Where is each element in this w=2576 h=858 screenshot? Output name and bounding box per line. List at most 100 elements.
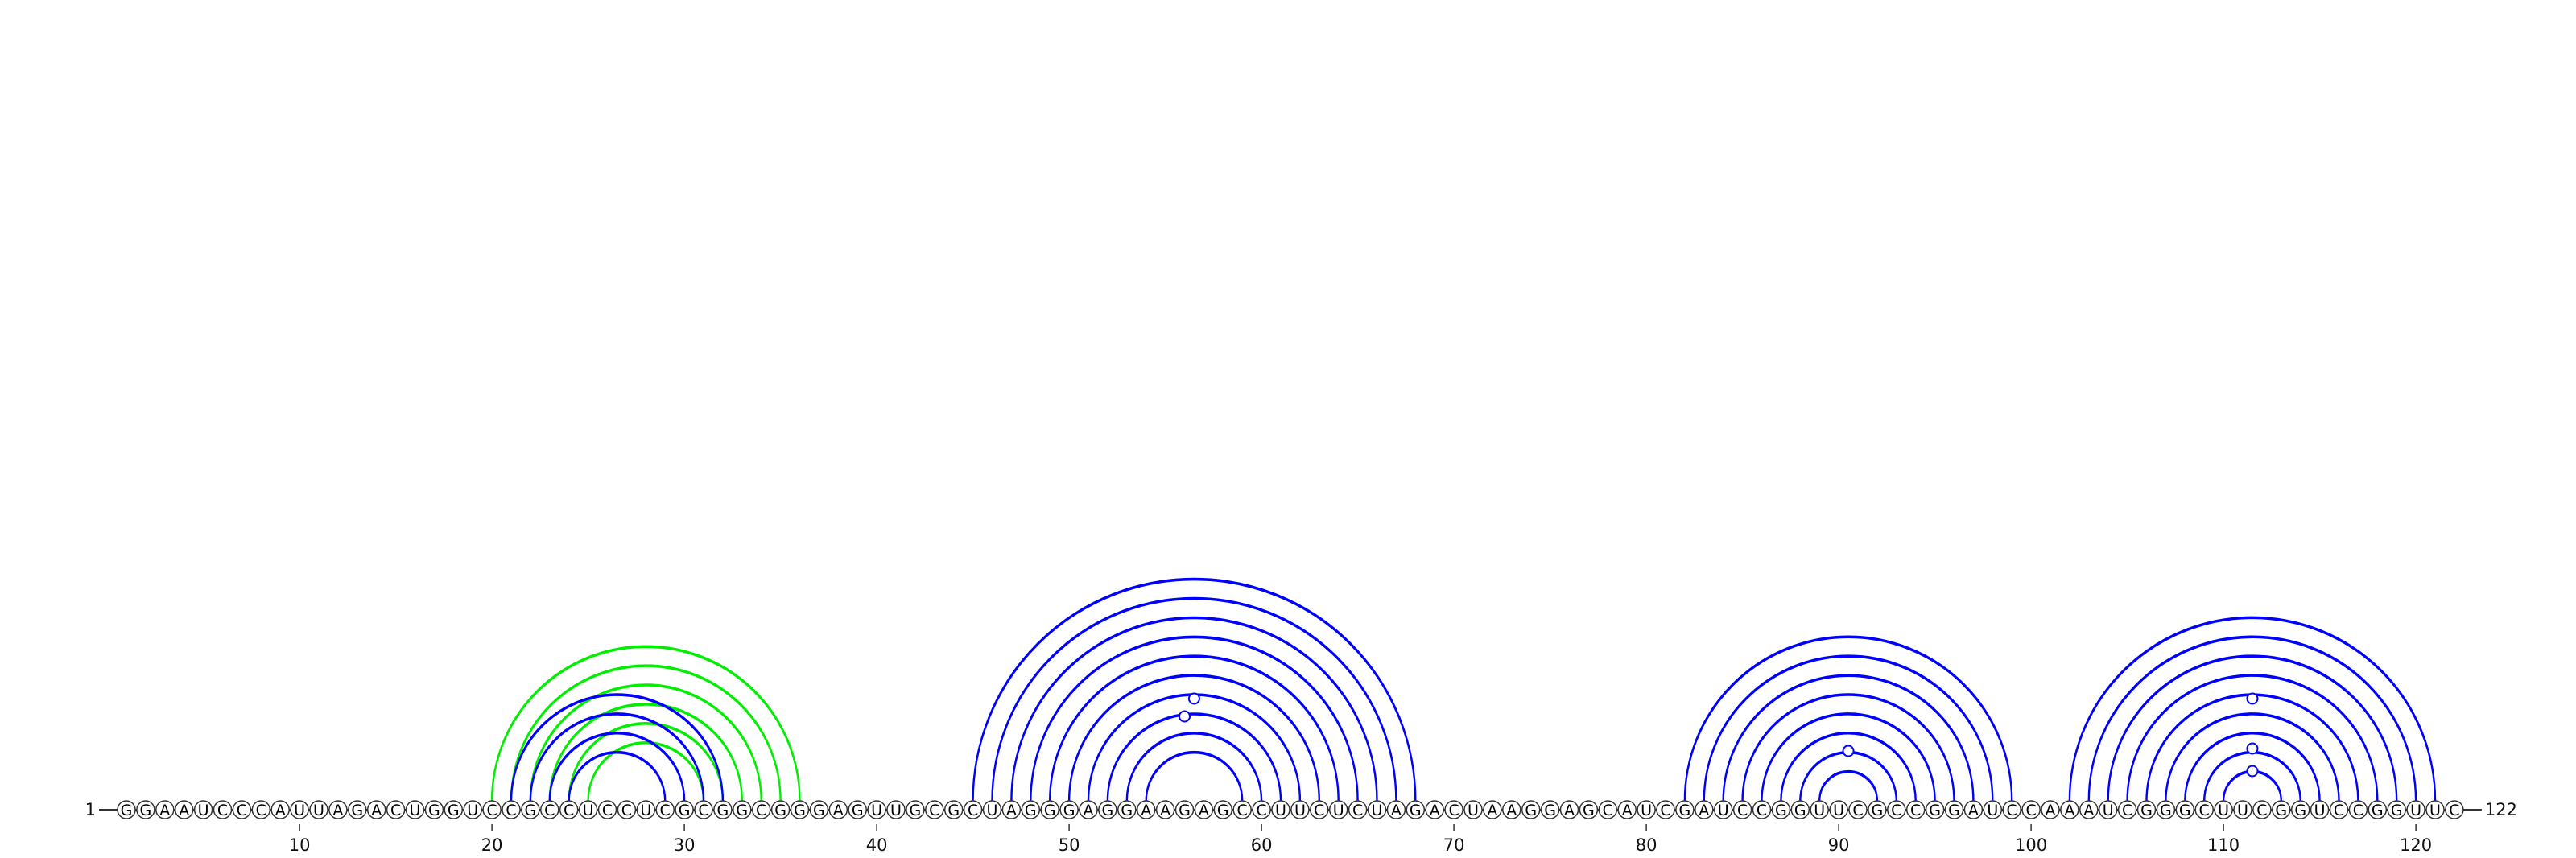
nucleotide-circle (1925, 800, 1945, 819)
alternate-pair-arc (491, 645, 801, 799)
nucleotide-circle (2021, 800, 2041, 819)
nucleotide-circle (2310, 800, 2330, 819)
base-pair-arc (510, 693, 724, 799)
nucleotide-circle (1483, 800, 1502, 819)
nucleotide: U (2310, 800, 2330, 819)
alternate-pair-arc (530, 683, 762, 799)
base-pair-arc (991, 597, 1397, 802)
nucleotide-letter: C (2025, 802, 2036, 819)
base-pair-arc (1010, 617, 1378, 802)
nucleotide: G (906, 800, 925, 819)
nucleotide-circle (906, 800, 925, 819)
nucleotide-circle (1617, 800, 1637, 819)
nucleotide-letter: U (2429, 802, 2441, 819)
nucleotide: U (1637, 800, 1656, 819)
nucleotide: A (1425, 800, 1444, 819)
nucleotide-letter: C (2353, 802, 2363, 819)
nucleotide: C (540, 800, 559, 819)
nucleotide-letter: G (813, 802, 825, 819)
nucleotide-circle (1732, 800, 1752, 819)
base-pair-arc (1145, 750, 1243, 799)
nucleotide: A (174, 800, 194, 819)
nucleotide-circle (2175, 800, 2195, 819)
base-pair-arc (1761, 713, 1936, 802)
nucleotide-circle (1502, 800, 1521, 819)
nucleotide: U (290, 800, 309, 819)
tick-label: 20 (481, 835, 503, 855)
nucleotide-circle (559, 800, 579, 819)
nucleotide-letter: G (525, 802, 537, 819)
nucleotide-circle (713, 800, 733, 819)
nucleotide-letter: C (2007, 802, 2017, 819)
base-pair-arc (972, 579, 1417, 802)
nucleotide-circle (2233, 800, 2252, 819)
nucleotide-circle (1637, 800, 1656, 819)
base-pair-arc (1684, 635, 2013, 799)
nucleotide-letter: G (1410, 802, 1422, 819)
nucleotide-circle (1848, 800, 1868, 819)
nucleotide-letter: G (947, 802, 960, 819)
nucleotide-circle (675, 800, 694, 819)
tick-label: 120 (2400, 835, 2432, 855)
base-pair-arc (568, 750, 666, 799)
nucleotide-letter: C (1737, 802, 1748, 819)
base-pair-arc (1030, 636, 1359, 802)
alternate-pair-arc (490, 646, 801, 802)
nucleotide: G (2175, 800, 2195, 819)
nucleotide: C (694, 800, 713, 819)
nucleotide-circle (2272, 800, 2291, 819)
nucleotide: G (713, 800, 733, 819)
nucleotide: A (1963, 800, 1984, 819)
nucleotide-circle (1829, 800, 1848, 819)
nucleotide-letter: G (2391, 802, 2403, 819)
base-pair-arc (510, 694, 724, 802)
base-pair-arc (1703, 655, 1994, 802)
nucleotide-circle (1117, 800, 1137, 819)
base-pair-arc (530, 712, 704, 799)
nucleotide: C (232, 800, 252, 819)
base-pair-arc (2126, 674, 2379, 799)
nucleotide-circle (2117, 800, 2137, 819)
base-pair-arc (991, 596, 1397, 799)
nucleotide-letter: A (1430, 802, 1440, 819)
nucleotide-letter: G (1929, 802, 1941, 819)
nucleotide-circle (2060, 800, 2079, 819)
nucleotide: A (1194, 800, 1214, 819)
nucleotide: G (424, 800, 444, 819)
nucleotide-circle (1810, 800, 1829, 819)
nucleotide: U (2098, 800, 2118, 819)
nucleotide-circle (982, 800, 1002, 819)
nucleotide: A (1155, 800, 1175, 819)
nucleotide-circle (1232, 800, 1252, 819)
nucleotide: C (1252, 800, 1271, 819)
nucleotide-letter: C (2449, 802, 2459, 819)
nucleotide-letter: A (2083, 802, 2094, 819)
nucleotide-letter: C (1757, 802, 1767, 819)
nucleotide-circle (2425, 800, 2445, 819)
nucleotide-letter: A (371, 802, 382, 819)
nucleotide-letter: A (275, 802, 286, 819)
nucleotide-letter: U (2103, 802, 2114, 819)
nucleotide: G (2156, 800, 2176, 819)
nucleotide: G (444, 800, 464, 819)
base-pair-arc (549, 732, 685, 799)
nucleotide: U (1328, 800, 1348, 819)
nucleotide: A (366, 800, 386, 819)
nucleotide-letter: A (1141, 802, 1151, 819)
nucleotide: G (2290, 800, 2310, 819)
nucleotide-letter: C (1891, 802, 1901, 819)
nucleotide-circle (1271, 800, 1290, 819)
loop-marker (2246, 692, 2259, 705)
nucleotide: C (2252, 800, 2272, 819)
nucleotide-circle (2406, 800, 2425, 819)
nucleotide: G (1098, 800, 1117, 819)
nucleotide-circle (136, 800, 155, 819)
nucleotide-letter: G (1583, 802, 1595, 819)
nucleotide: C (213, 800, 233, 819)
nucleotide: A (1386, 800, 1406, 819)
nucleotide-letter: C (1660, 802, 1670, 819)
nucleotide-circle (213, 800, 233, 819)
nucleotide: G (1021, 800, 1041, 819)
base-pair-arc (1067, 674, 1320, 802)
base-pair-arc (1741, 693, 1955, 799)
